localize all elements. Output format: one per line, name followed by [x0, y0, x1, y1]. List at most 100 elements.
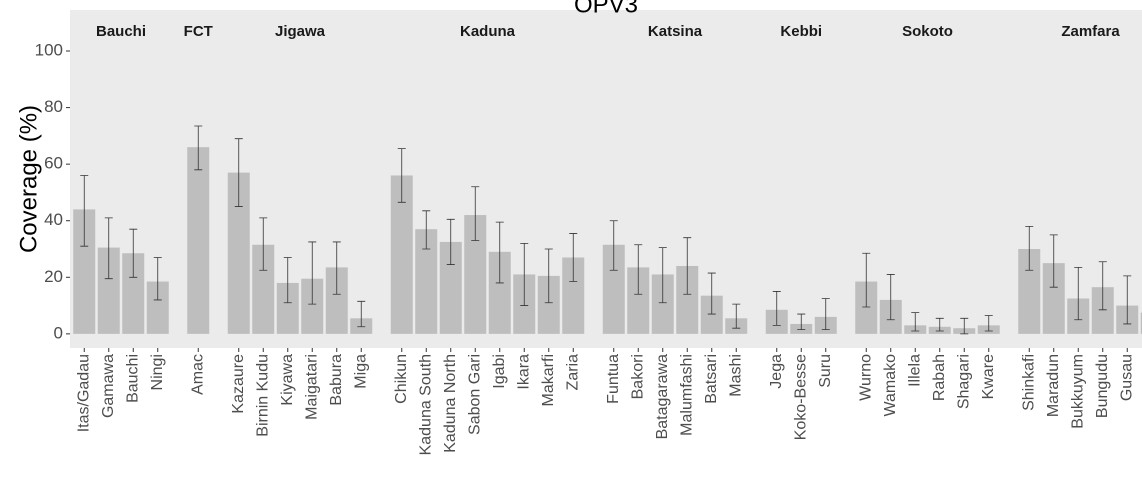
- x-tick-label: Batsari: [703, 354, 720, 404]
- x-tick-label: Zaria: [564, 354, 581, 391]
- bar: [700, 295, 723, 334]
- bar: [1140, 312, 1142, 334]
- x-tick-label: Itas/Gadau: [75, 354, 92, 432]
- x-tick-label: Bauchi: [124, 354, 141, 403]
- error-bar: [960, 317, 969, 335]
- y-axis-label: Coverage (%): [15, 105, 42, 253]
- x-tick-label: Shagari: [955, 354, 972, 409]
- error-bar: [707, 272, 716, 315]
- bar: [415, 229, 438, 334]
- bar: [97, 247, 120, 334]
- bar: [73, 209, 96, 334]
- x-tick-label: Gusau: [1118, 354, 1135, 401]
- x-tick-label: Kaduna North: [442, 354, 459, 453]
- chart-title: OPV3: [574, 0, 638, 18]
- error-bar: [544, 248, 553, 304]
- y-tick-label: 100: [35, 40, 63, 59]
- x-tick-label: Wurno: [857, 354, 874, 401]
- y-tick-label: 0: [54, 323, 63, 342]
- bar: [651, 274, 674, 334]
- error-bar: [234, 138, 243, 207]
- bar: [122, 253, 145, 334]
- error-bar: [357, 300, 366, 328]
- x-tick-label: Maigatari: [303, 354, 320, 420]
- error-bar: [495, 221, 504, 284]
- error-bar: [422, 210, 431, 250]
- x-tick-label: Wamako: [882, 354, 899, 417]
- x-tick-label: Kware: [980, 354, 997, 399]
- error-bar: [80, 175, 89, 247]
- error-bar: [283, 257, 292, 304]
- facet-label: FCT: [184, 23, 213, 40]
- bar: [390, 175, 413, 334]
- error-bar: [520, 242, 529, 306]
- error-bar: [1049, 234, 1058, 288]
- bar: [537, 275, 560, 334]
- x-tick-label: Igabi: [491, 354, 508, 389]
- error-bar: [935, 317, 944, 332]
- x-tick-label: Maradun: [1045, 354, 1062, 417]
- error-bar: [609, 220, 618, 271]
- bar: [464, 215, 487, 334]
- error-bar: [104, 217, 113, 280]
- x-tick-label: Suru: [817, 354, 834, 388]
- bar: [627, 267, 650, 334]
- bar: [325, 267, 348, 334]
- error-bar: [332, 241, 341, 295]
- x-tick-label: Funtua: [605, 354, 622, 404]
- bar: [676, 265, 699, 334]
- error-bar: [259, 217, 268, 271]
- error-bar: [308, 241, 317, 305]
- x-tick-label: Ningi: [149, 354, 166, 390]
- x-tick-label: Makarfi: [540, 354, 557, 406]
- bar: [488, 251, 511, 334]
- x-tick-label: Mashi: [727, 354, 744, 397]
- x-tick-label: Malumfashi: [678, 354, 695, 436]
- error-bar: [1025, 225, 1034, 271]
- facet-label: Sokoto: [902, 23, 953, 40]
- y-tick-label: 60: [44, 154, 63, 173]
- error-bar: [886, 274, 895, 321]
- x-tick-label: Babura: [328, 354, 345, 406]
- bar: [562, 257, 585, 334]
- bar: [439, 241, 462, 334]
- x-tick-label: Kazaure: [230, 354, 247, 414]
- error-bar: [569, 233, 578, 282]
- error-bar: [658, 247, 667, 304]
- y-tick-label: 20: [44, 267, 63, 286]
- facet-label: Kaduna: [460, 23, 516, 40]
- x-tick-label: Gamawa: [100, 354, 117, 418]
- error-bar: [797, 313, 806, 331]
- error-bar: [1123, 275, 1132, 325]
- error-bar: [1098, 261, 1107, 311]
- x-tick-label: Ikara: [515, 354, 532, 390]
- error-bar: [446, 218, 455, 265]
- error-bar: [634, 244, 643, 295]
- error-bar: [683, 237, 692, 295]
- x-tick-label: Birnin Kudu: [254, 354, 271, 437]
- facet-label: Kebbi: [780, 23, 822, 40]
- bar: [276, 282, 299, 334]
- error-bar: [862, 252, 871, 308]
- x-tick-label: Batagarawa: [654, 354, 671, 439]
- error-bar: [129, 228, 138, 278]
- bar: [187, 147, 210, 334]
- error-bar: [471, 186, 480, 241]
- x-tick-label: Sabon Gari: [466, 354, 483, 435]
- error-bar: [1074, 266, 1083, 321]
- x-tick-label: Bungudu: [1094, 354, 1111, 418]
- bar: [227, 172, 250, 334]
- x-tick-label: Koko-Besse: [792, 354, 809, 440]
- facet-label: Bauchi: [96, 23, 146, 40]
- x-tick-label: Kiyawa: [279, 354, 296, 406]
- error-bar: [772, 291, 781, 326]
- bar: [252, 244, 275, 334]
- error-bar: [397, 148, 406, 203]
- x-tick-label: Miga: [352, 354, 369, 389]
- bar: [146, 281, 169, 334]
- facet-label: Katsina: [648, 23, 703, 40]
- x-tick-label: Kaduna South: [417, 354, 434, 455]
- x-tick-label: Shinkafi: [1020, 354, 1037, 411]
- x-tick-label: Bukkuyum: [1069, 354, 1086, 429]
